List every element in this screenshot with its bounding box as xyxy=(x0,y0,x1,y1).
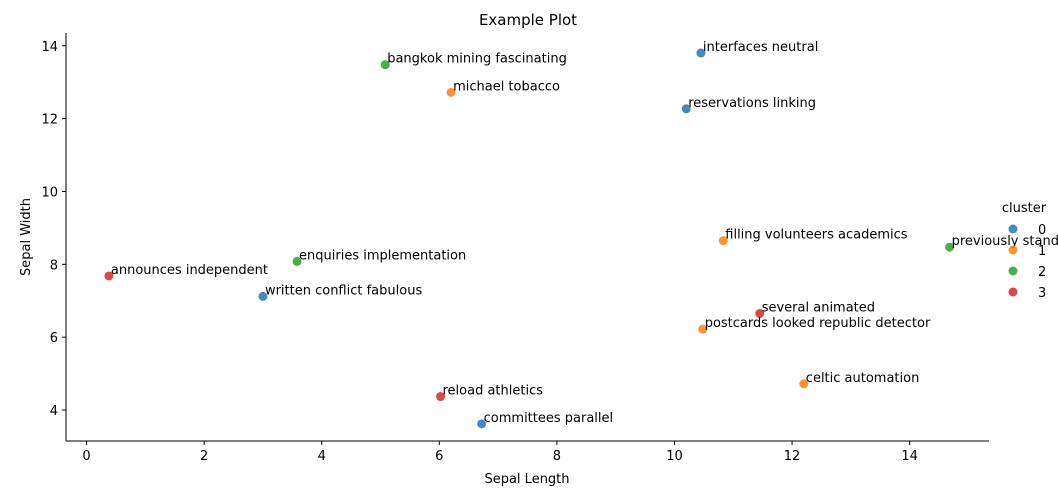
data-point xyxy=(799,379,809,389)
data-point xyxy=(435,392,445,402)
legend-marker xyxy=(1008,287,1018,297)
data-point xyxy=(698,324,708,334)
data-point xyxy=(446,87,456,97)
x-tick-label: 10 xyxy=(666,449,683,464)
legend-title: cluster xyxy=(1002,201,1047,216)
y-tick-label: 12 xyxy=(41,113,58,128)
legend-marker xyxy=(1008,245,1018,255)
legend-entry-label: 1 xyxy=(1038,244,1046,259)
data-point xyxy=(380,60,390,70)
point-label: announces independent xyxy=(111,263,268,278)
legend: cluster 0 1 2 3 xyxy=(1002,201,1047,301)
x-tick-label: 4 xyxy=(318,449,326,464)
data-point xyxy=(696,48,706,58)
point-labels-layer: interfaces neutral reservations linking wr… xyxy=(111,40,1058,426)
point-label: reservations linking xyxy=(688,96,816,111)
legend-marker xyxy=(1008,266,1018,276)
point-label: michael tobacco xyxy=(453,79,560,94)
legend-entry-label: 2 xyxy=(1038,265,1046,280)
data-point xyxy=(258,291,268,301)
point-label: interfaces neutral xyxy=(703,40,818,55)
point-label: committees parallel xyxy=(484,411,613,426)
legend-entry-label: 0 xyxy=(1038,223,1046,238)
legend-entry-label: 3 xyxy=(1038,286,1046,301)
y-tick-label: 6 xyxy=(50,331,58,346)
y-tick-label: 4 xyxy=(50,404,58,419)
x-tick-label: 0 xyxy=(82,449,90,464)
point-label: bangkok mining fascinating xyxy=(387,52,567,67)
x-tick-label: 8 xyxy=(553,449,561,464)
point-label: celtic automation xyxy=(806,371,920,386)
point-label: filling volunteers academics xyxy=(725,228,907,243)
x-tick-label: 14 xyxy=(901,449,918,464)
point-label: several animated xyxy=(762,301,875,316)
legend-marker xyxy=(1008,224,1018,234)
data-point xyxy=(945,242,955,252)
x-tick-label: 6 xyxy=(435,449,443,464)
data-point xyxy=(755,309,765,318)
points-layer xyxy=(104,48,955,429)
x-tick-label: 2 xyxy=(200,449,208,464)
y-tick-label: 10 xyxy=(41,185,58,200)
point-label: previously stand xyxy=(952,234,1058,249)
data-point xyxy=(477,419,487,429)
point-label: reload athletics xyxy=(442,384,543,399)
data-point xyxy=(681,104,691,114)
point-label: postcards looked republic detector xyxy=(705,316,931,331)
axes: 0 2 4 6 8 10 12 14 4 6 8 10 12 14 xyxy=(41,33,989,464)
point-label: enquiries implementation xyxy=(299,248,466,263)
x-tick-label: 12 xyxy=(784,449,801,464)
data-point xyxy=(718,236,728,246)
data-point xyxy=(104,271,114,281)
y-tick-label: 14 xyxy=(41,40,58,55)
x-axis-label: Sepal Length xyxy=(484,472,569,487)
y-axis-label: Sepal Width xyxy=(19,198,34,276)
chart-title: Example Plot xyxy=(479,11,577,29)
data-point xyxy=(292,256,302,266)
point-label: written conflict fabulous xyxy=(265,283,423,298)
y-tick-label: 8 xyxy=(50,258,58,273)
